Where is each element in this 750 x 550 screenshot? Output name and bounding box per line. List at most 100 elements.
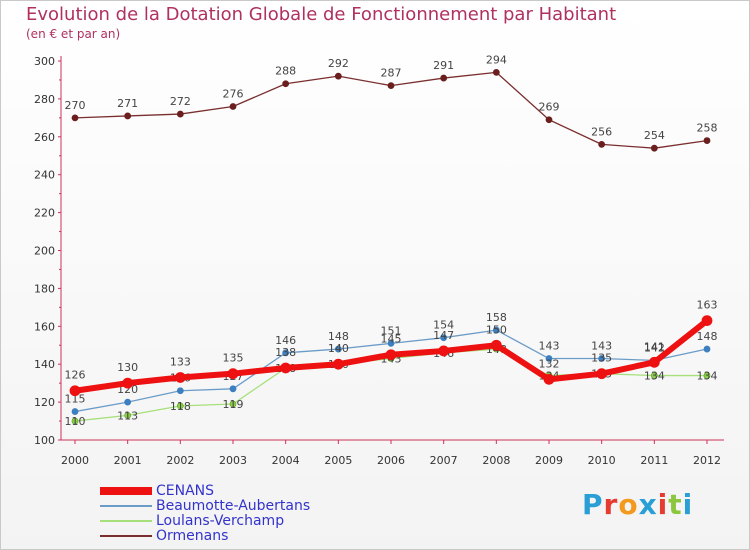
data-point-beaumotte-aubertans — [282, 349, 290, 357]
x-tick-label: 2010 — [588, 454, 616, 467]
x-tick-label: 2005 — [324, 454, 352, 467]
x-tick-label: 2004 — [272, 454, 300, 467]
data-point-cenans — [543, 373, 555, 385]
data-point-loulans-verchamp — [124, 411, 132, 419]
data-label-cenans: 135 — [223, 352, 244, 365]
data-label-ormenans: 287 — [381, 67, 402, 80]
y-tick-label: 220 — [34, 207, 55, 220]
data-point-cenans — [227, 368, 239, 380]
data-point-ormenans — [598, 140, 606, 148]
legend-swatch-ormenans — [100, 535, 152, 537]
data-point-ormenans — [229, 103, 237, 110]
data-label-beaumotte-aubertans: 154 — [433, 319, 454, 332]
data-label-ormenans: 288 — [275, 65, 296, 78]
x-tick-label: 2009 — [535, 454, 563, 467]
data-point-beaumotte-aubertans — [545, 355, 553, 362]
x-tick-label: 2002 — [166, 454, 194, 467]
legend-swatch-beaumotte-aubertans — [100, 505, 152, 507]
data-label-cenans: 130 — [117, 361, 138, 374]
y-tick-label: 140 — [34, 358, 55, 371]
data-label-cenans: 133 — [170, 355, 191, 368]
y-tick-label: 200 — [34, 245, 55, 258]
data-label-ormenans: 258 — [697, 122, 718, 135]
legend-swatch-loulans-verchamp — [100, 520, 152, 522]
data-point-loulans-verchamp — [229, 400, 237, 408]
data-label-ormenans: 291 — [433, 59, 454, 72]
data-point-ormenans — [334, 72, 342, 80]
logo-letter: r — [603, 488, 619, 521]
data-label-ormenans: 254 — [644, 129, 665, 142]
data-point-cenans — [648, 356, 660, 368]
logo-letter: i — [682, 488, 694, 521]
x-tick-label: 2007 — [430, 454, 458, 467]
y-tick-label: 160 — [34, 320, 55, 333]
y-tick-label: 120 — [34, 396, 55, 409]
data-label-loulans-verchamp: 119 — [223, 398, 244, 411]
legend-label-beaumotte-aubertans: Beaumotte-Aubertans — [156, 498, 311, 514]
data-label-cenans: 141 — [644, 340, 665, 353]
data-label-cenans: 163 — [697, 299, 718, 312]
data-label-beaumotte-aubertans: 115 — [65, 393, 86, 406]
logo-letter: o — [618, 488, 639, 521]
logo-letter: i — [657, 488, 669, 521]
y-tick-label: 260 — [34, 131, 55, 144]
data-point-cenans — [701, 315, 713, 327]
data-label-beaumotte-aubertans: 143 — [539, 340, 560, 353]
data-label-beaumotte-aubertans: 158 — [486, 311, 507, 324]
data-point-beaumotte-aubertans — [703, 345, 711, 353]
data-point-cenans — [69, 385, 81, 397]
data-label-cenans: 126 — [65, 369, 86, 382]
data-point-cenans — [332, 358, 344, 370]
logo-letter: t — [668, 488, 683, 521]
data-point-loulans-verchamp — [703, 372, 711, 379]
y-tick-label: 280 — [34, 93, 55, 106]
y-tick-label: 300 — [34, 55, 55, 68]
legend-label-ormenans: Ormenans — [156, 528, 229, 544]
x-tick-label: 2012 — [693, 454, 721, 467]
logo-letter: P — [582, 488, 604, 521]
data-label-cenans: 140 — [328, 342, 349, 355]
chart-subtitle: (en € et par an) — [26, 27, 121, 41]
x-tick-label: 2006 — [377, 454, 405, 467]
data-label-cenans: 135 — [591, 352, 612, 365]
data-point-beaumotte-aubertans — [492, 326, 500, 334]
data-label-beaumotte-aubertans: 151 — [381, 324, 402, 337]
legend-swatch-cenans — [100, 487, 152, 495]
data-point-ormenans — [703, 137, 711, 144]
data-label-ormenans: 272 — [170, 95, 191, 108]
data-label-loulans-verchamp: 110 — [65, 415, 86, 428]
data-label-beaumotte-aubertans: 148 — [697, 330, 718, 343]
proxiti-logo: Proxiti — [582, 488, 693, 521]
data-point-cenans — [596, 368, 608, 380]
y-tick-label: 100 — [34, 434, 55, 447]
data-point-beaumotte-aubertans — [176, 387, 184, 395]
data-label-ormenans: 256 — [591, 125, 612, 138]
data-point-beaumotte-aubertans — [124, 398, 132, 406]
data-point-beaumotte-aubertans — [229, 385, 237, 393]
y-tick-label: 240 — [34, 169, 55, 182]
data-label-ormenans: 271 — [117, 97, 138, 110]
data-point-loulans-verchamp — [176, 402, 184, 410]
data-point-loulans-verchamp — [71, 417, 79, 425]
data-point-ormenans — [176, 110, 184, 118]
x-tick-label: 2008 — [482, 454, 510, 467]
data-point-ormenans — [545, 116, 553, 124]
data-label-ormenans: 294 — [486, 53, 507, 66]
x-tick-label: 2000 — [61, 454, 89, 467]
data-point-cenans — [280, 362, 292, 374]
data-label-ormenans: 270 — [65, 99, 86, 112]
legend-label-loulans-verchamp: Loulans-Verchamp — [156, 513, 285, 529]
data-point-ormenans — [440, 74, 448, 82]
data-point-cenans — [385, 349, 397, 361]
data-label-cenans: 132 — [539, 357, 560, 370]
x-tick-label: 2003 — [219, 454, 247, 467]
data-label-ormenans: 276 — [223, 87, 244, 100]
data-point-cenans — [174, 372, 186, 383]
data-label-cenans: 145 — [381, 333, 402, 346]
data-label-cenans: 150 — [486, 323, 507, 336]
chart-title: Evolution de la Dotation Globale de Fonc… — [26, 4, 617, 25]
data-point-beaumotte-aubertans — [334, 345, 342, 353]
logo-letter: x — [638, 488, 658, 521]
data-label-beaumotte-aubertans: 143 — [591, 340, 612, 353]
